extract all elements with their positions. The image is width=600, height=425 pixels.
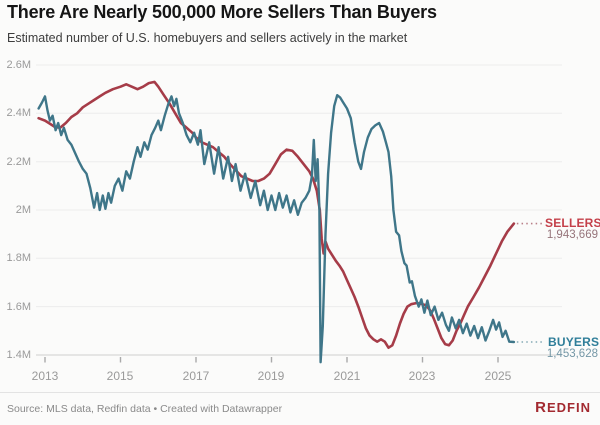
source-attribution: Source: MLS data, Redfin data • Created … — [7, 403, 283, 415]
buyers-series-label: BUYERS — [548, 335, 600, 349]
y-axis-label: 2.2M — [6, 156, 31, 168]
x-axis-label: 2015 — [106, 369, 134, 383]
page-title: There Are Nearly 500,000 More Sellers Th… — [7, 2, 437, 22]
y-axis-label: 1.6M — [6, 301, 31, 313]
sellers-latest-value: 1,943,669 — [546, 229, 598, 241]
redfin-logo-rest: EDFIN — [547, 400, 591, 415]
y-axis-label: 2.4M — [6, 107, 31, 119]
x-axis-label: 2023 — [408, 369, 436, 383]
x-axis-label: 2017 — [182, 369, 210, 383]
x-axis-label: 2019 — [257, 369, 285, 383]
y-axis-label: 2M — [15, 204, 31, 216]
chart-subtitle: Estimated number of U.S. homebuyers and … — [7, 31, 408, 45]
x-axis-label: 2025 — [484, 369, 512, 383]
y-axis-label: 1.4M — [6, 349, 31, 361]
buyers-latest-value: 1,453,628 — [546, 348, 598, 360]
sellers-series-label: SELLERS — [545, 216, 600, 230]
buyers-line — [37, 93, 516, 364]
y-axis-label: 1.8M — [6, 252, 31, 264]
redfin-logo-letter: R — [535, 399, 547, 416]
footer-divider — [0, 392, 600, 393]
sellers-line — [37, 80, 516, 350]
redfin-logo: REDFIN — [535, 399, 591, 416]
x-axis-label: 2013 — [31, 369, 59, 383]
x-axis-label: 2021 — [333, 369, 361, 383]
y-axis-label: 2.6M — [6, 59, 31, 71]
